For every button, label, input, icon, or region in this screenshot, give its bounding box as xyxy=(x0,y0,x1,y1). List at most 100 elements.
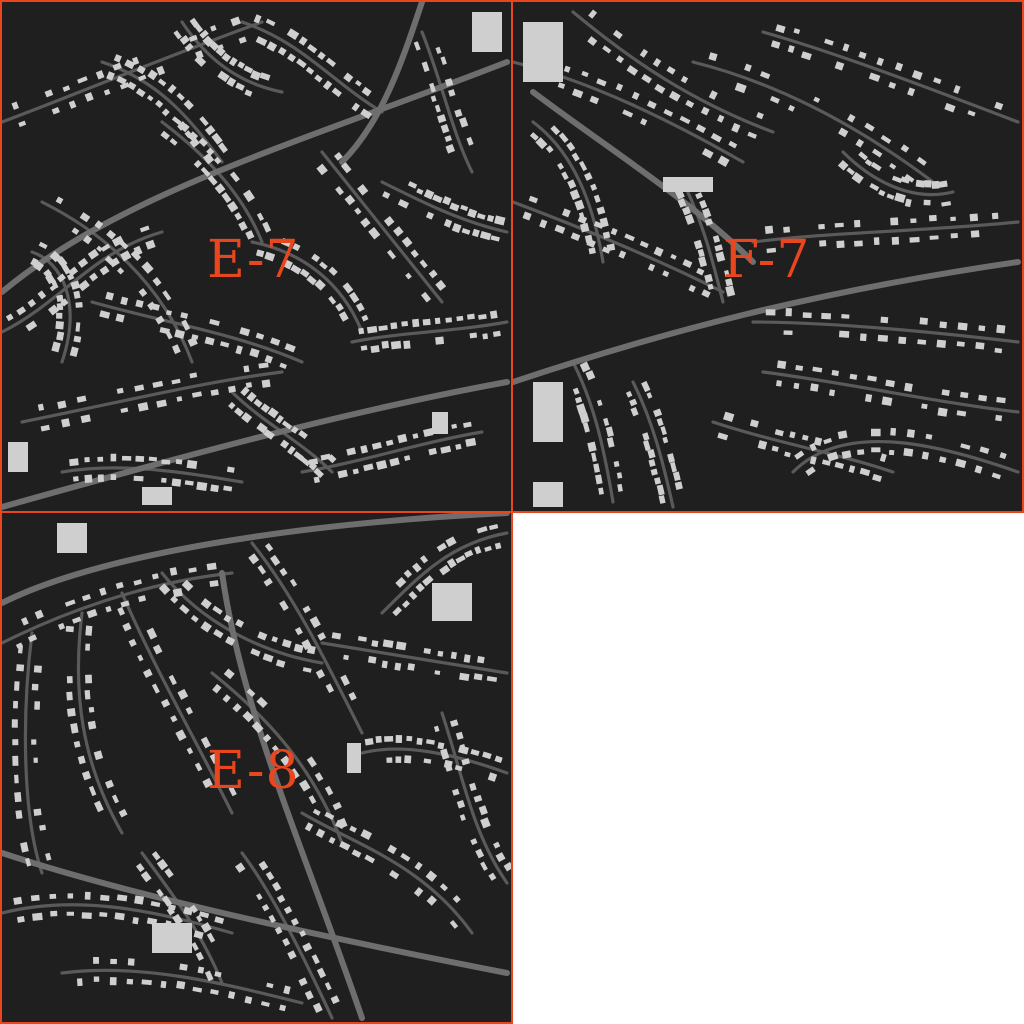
building xyxy=(298,429,308,440)
building xyxy=(226,466,235,473)
building xyxy=(503,861,511,872)
building xyxy=(141,261,154,274)
building xyxy=(653,408,663,418)
building xyxy=(484,545,492,552)
building xyxy=(747,131,757,139)
building xyxy=(234,862,246,873)
map-tile-f7[interactable]: F-7 xyxy=(511,0,1024,513)
building xyxy=(128,638,137,647)
building xyxy=(138,288,148,298)
building xyxy=(459,814,466,822)
building xyxy=(338,311,349,322)
building xyxy=(191,942,199,951)
building xyxy=(120,296,129,306)
street xyxy=(380,531,509,615)
building xyxy=(12,755,19,766)
street xyxy=(841,150,955,197)
building xyxy=(235,345,243,355)
building xyxy=(305,66,315,75)
building xyxy=(445,144,456,154)
building xyxy=(440,445,452,454)
building xyxy=(991,212,999,220)
building xyxy=(67,266,79,277)
street xyxy=(60,968,304,1005)
building xyxy=(109,977,117,986)
large-building xyxy=(152,923,192,953)
building xyxy=(284,343,296,353)
building xyxy=(770,40,781,49)
building xyxy=(194,762,203,772)
building xyxy=(944,102,956,113)
building xyxy=(482,751,492,760)
building xyxy=(639,48,649,58)
building xyxy=(672,471,681,481)
building xyxy=(785,308,792,317)
building xyxy=(261,903,270,912)
building xyxy=(429,82,436,93)
building xyxy=(449,719,459,728)
building xyxy=(151,851,161,861)
building xyxy=(174,329,185,339)
building xyxy=(176,396,183,402)
large-building xyxy=(347,743,361,773)
building xyxy=(864,393,873,403)
building xyxy=(550,125,561,136)
street-network xyxy=(2,20,509,484)
building xyxy=(181,579,194,592)
building xyxy=(289,768,300,780)
building xyxy=(410,249,419,258)
building xyxy=(33,757,38,763)
building xyxy=(214,971,222,978)
building xyxy=(612,29,623,40)
map-tile-e8[interactable]: E-8 xyxy=(0,511,513,1024)
building xyxy=(292,243,301,252)
building xyxy=(470,838,478,846)
building xyxy=(605,426,614,437)
large-building xyxy=(432,412,448,434)
street xyxy=(571,360,615,504)
street xyxy=(180,20,284,94)
building xyxy=(849,373,858,380)
building xyxy=(66,708,76,717)
building xyxy=(45,852,52,861)
building xyxy=(311,253,321,263)
building xyxy=(793,382,800,390)
building xyxy=(344,194,356,206)
building xyxy=(320,453,331,461)
building xyxy=(451,423,458,429)
building xyxy=(167,84,177,94)
large-building xyxy=(8,442,28,472)
building xyxy=(928,214,937,222)
building xyxy=(232,703,242,713)
building xyxy=(264,251,276,262)
map-tile-e7[interactable]: E-7 xyxy=(0,0,513,513)
building xyxy=(888,81,897,90)
building xyxy=(73,740,81,748)
building xyxy=(610,227,618,236)
building xyxy=(435,279,447,291)
building xyxy=(593,194,601,203)
building xyxy=(859,333,867,342)
building xyxy=(57,400,67,409)
building xyxy=(31,683,39,691)
street xyxy=(571,10,775,134)
building xyxy=(203,153,215,165)
building xyxy=(670,253,677,260)
building xyxy=(340,674,350,686)
building xyxy=(206,562,217,571)
building xyxy=(386,249,397,260)
building xyxy=(268,914,277,924)
building xyxy=(84,891,91,900)
building xyxy=(588,247,596,255)
building xyxy=(867,375,877,382)
building xyxy=(838,127,849,138)
building xyxy=(757,440,768,450)
building xyxy=(179,963,188,971)
building xyxy=(270,554,281,566)
building xyxy=(434,317,441,325)
building xyxy=(250,648,261,657)
building xyxy=(50,279,59,290)
building xyxy=(274,926,283,935)
building xyxy=(348,691,357,701)
building xyxy=(210,988,219,995)
